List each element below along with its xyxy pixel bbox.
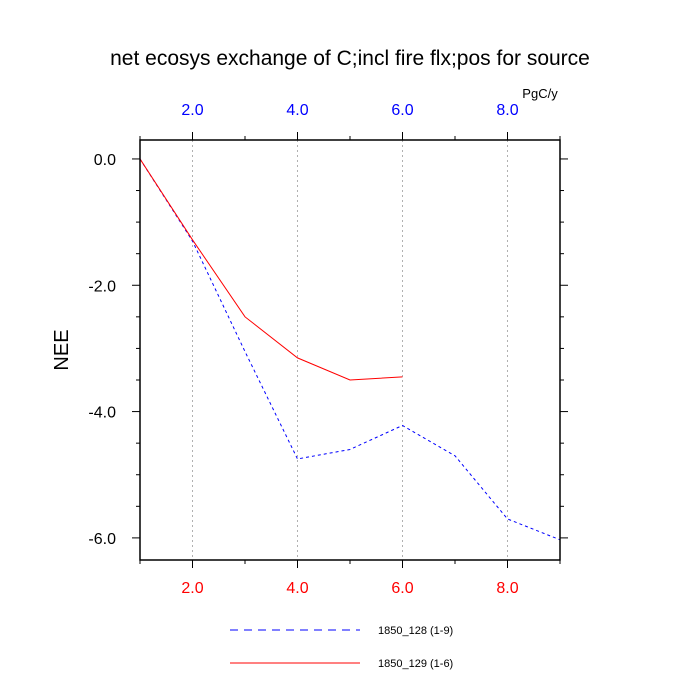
y-tick-label: -4.0 (88, 405, 116, 422)
y-tick-label: 0.0 (94, 152, 116, 169)
x-tick-label-top: 8.0 (496, 102, 518, 119)
series-lines (140, 158, 560, 541)
units-label: PgC/y (522, 86, 558, 101)
x-tick-label-bottom: 2.0 (181, 580, 203, 597)
x-tick-label-bottom: 8.0 (496, 580, 518, 597)
plot-frame (139, 139, 561, 561)
x-tick-label-top: 4.0 (286, 102, 308, 119)
y-tick-label: -2.0 (88, 278, 116, 295)
legend-label-1850-129: 1850_129 (1-6) (378, 658, 453, 670)
x-tick-label-bottom: 6.0 (391, 580, 413, 597)
series-line-1850_129 (140, 158, 403, 381)
y-axis-label: NEE (51, 329, 73, 370)
x-tick-label-top: 2.0 (181, 102, 203, 119)
legend-label-1850-128: 1850_128 (1-9) (378, 625, 453, 637)
y-tick-label: -6.0 (88, 531, 116, 548)
x-tick-label-top: 6.0 (391, 102, 413, 119)
x-tick-label-bottom: 4.0 (286, 580, 308, 597)
series-line-1850_128 (140, 158, 560, 541)
axis-ticks (132, 132, 568, 568)
grid-lines (192, 140, 508, 560)
legend: 1850_128 (1-9) 1850_129 (1-6) (230, 625, 453, 670)
tick-labels: 2.0 2.0 4.0 4.0 6.0 6.0 8.0 8.0 0.0 -2.0 -4.0 -6.0 (88, 102, 518, 597)
chart-title: net ecosys exchange of C;incl fire flx;p… (110, 47, 590, 70)
